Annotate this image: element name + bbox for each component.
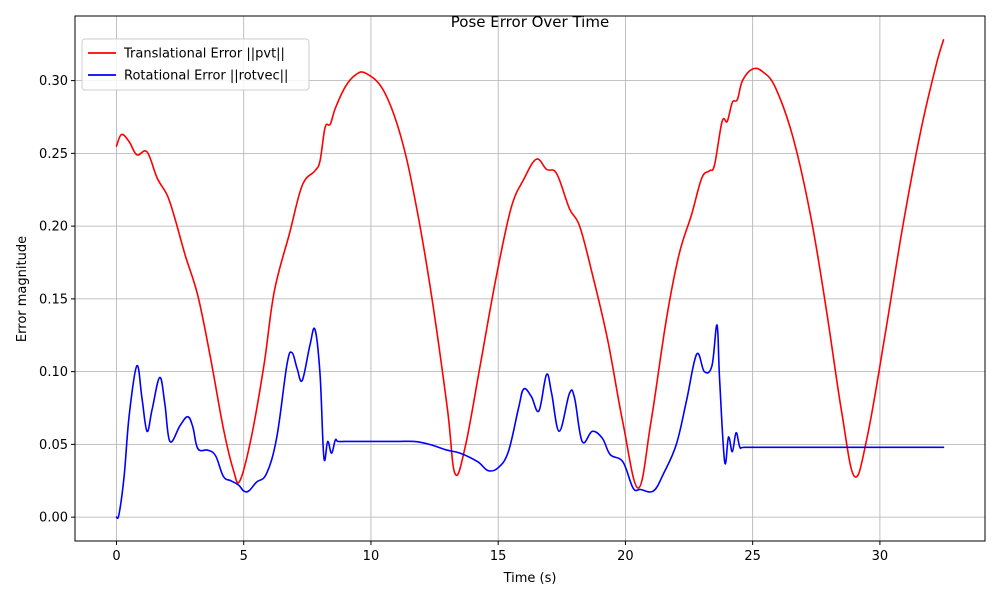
x-tick-label: 0: [112, 549, 120, 564]
series-layer: [115, 39, 945, 520]
x-tick-label: 30: [872, 549, 889, 564]
series-line-rotational: [115, 324, 945, 520]
x-tick-label: 20: [617, 549, 634, 564]
x-tick-label: 15: [490, 549, 507, 564]
x-tick-label: 25: [744, 549, 761, 564]
chart-title: Pose Error Over Time: [451, 13, 609, 31]
x-tick-label: 10: [363, 549, 380, 564]
y-axis: 0.00 0.05 0.10 0.15 0.20 0.25 0.30: [39, 74, 75, 526]
y-axis-label: Error magnitude: [15, 236, 30, 342]
y-tick-label: 0.25: [39, 147, 68, 162]
y-tick-label: 0.10: [39, 365, 68, 380]
series-line-translational: [115, 39, 945, 489]
y-tick-label: 0.30: [39, 74, 68, 89]
y-tick-label: 0.05: [39, 438, 68, 453]
y-tick-label: 0.00: [39, 511, 68, 526]
legend-label: Rotational Error ||rotvec||: [124, 69, 288, 84]
y-tick-label: 0.20: [39, 220, 68, 235]
x-axis: 0 5 10 15 20 25 30: [112, 541, 888, 564]
legend: Translational Error ||pvt|| Rotational Er…: [81, 38, 310, 91]
legend-label: Translational Error ||pvt||: [123, 47, 285, 62]
x-tick-label: 5: [240, 549, 248, 564]
x-axis-label: Time (s): [503, 571, 557, 586]
legend-box: [81, 38, 310, 91]
plot-frame: [74, 15, 986, 542]
y-tick-label: 0.15: [39, 292, 68, 307]
